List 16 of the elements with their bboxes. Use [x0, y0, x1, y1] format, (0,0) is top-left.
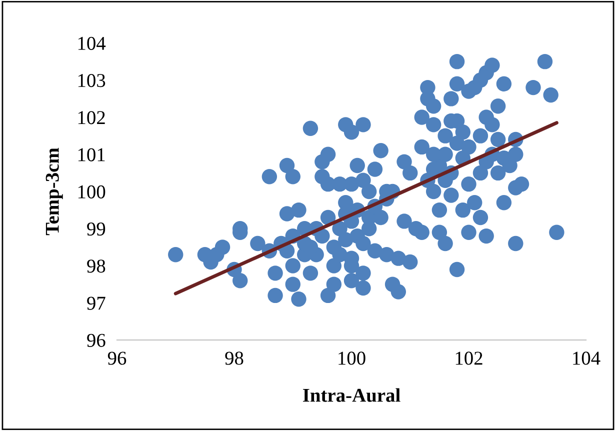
y-tick-label: 104	[78, 36, 106, 50]
x-tick-label: 98	[225, 352, 244, 365]
y-axis-title: Temp-3cm	[46, 148, 63, 236]
x-tick-label: 102	[456, 352, 482, 365]
y-tick-label: 100	[78, 185, 106, 198]
x-tick-label: 104	[573, 352, 600, 365]
y-tick-label: 96	[87, 334, 106, 347]
x-tick-label: 96	[108, 352, 126, 365]
y-tick-label: 103	[78, 74, 106, 88]
y-tick-label: 102	[78, 111, 105, 124]
x-tick-label: 100	[338, 352, 366, 365]
y-tick-label: 98	[87, 260, 106, 273]
y-tick-label: 99	[87, 222, 106, 236]
y-tick-label: 97	[87, 296, 106, 310]
y-tick-label: 101	[78, 148, 105, 162]
x-axis-title: Intra-Aural	[303, 388, 400, 402]
